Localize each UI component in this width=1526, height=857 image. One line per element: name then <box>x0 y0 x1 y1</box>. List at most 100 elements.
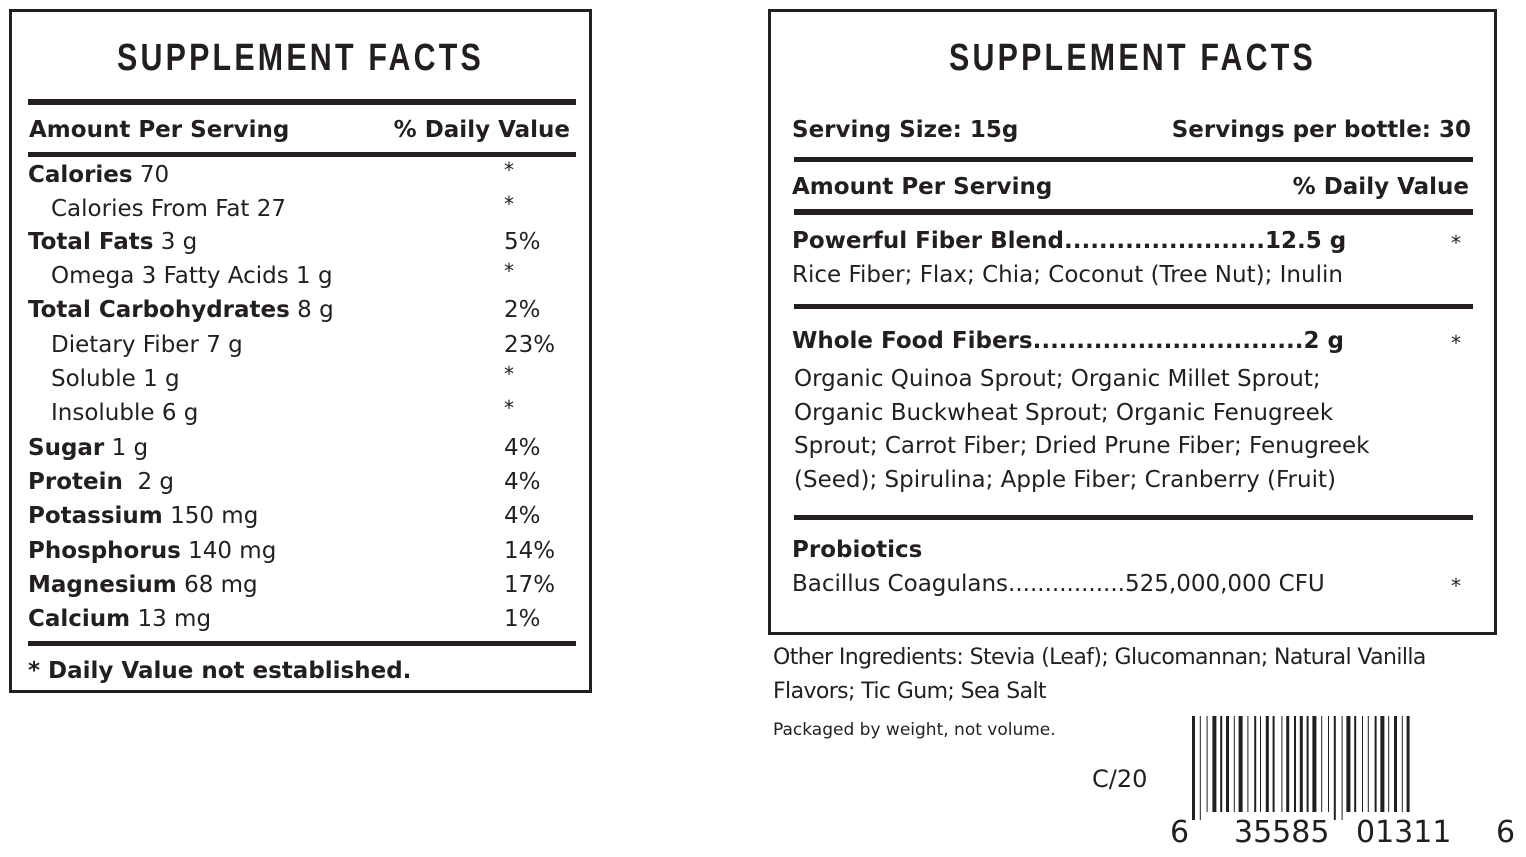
nutrient-daily-value: * <box>504 396 514 420</box>
probiotic-name: Bacillus Coagulans <box>792 571 1009 597</box>
thick-rule <box>794 304 1473 309</box>
barcode-bar <box>1294 716 1296 812</box>
nutrient-name: Calories <box>28 162 133 188</box>
serving-size: Serving Size: 15g <box>792 117 1019 143</box>
barcode-bar <box>1306 716 1309 812</box>
nutrient-row: Phosphorus 140 mg <box>28 540 276 563</box>
barcode-bar <box>1192 716 1195 820</box>
whole-food-line: Whole Food Fibers.......................… <box>792 330 1344 353</box>
nutrient-name: Soluble <box>51 366 136 392</box>
nutrient-row: Soluble 1 g <box>51 368 180 391</box>
barcode-bar <box>1362 716 1363 812</box>
barcode-bar <box>1260 716 1261 812</box>
barcode-bar <box>1299 716 1303 812</box>
probiotic-amount: 525,000,000 CFU <box>1125 571 1325 597</box>
footnote: * Daily Value not established. <box>28 658 412 684</box>
barcode-bar <box>1333 716 1336 820</box>
nutrient-daily-value: * <box>504 158 514 182</box>
nutrient-name: Magnesium <box>28 572 177 598</box>
fiber-blend-amount: 12.5 g <box>1264 228 1347 254</box>
fiber-blend-ingredients: Rice Fiber; Flax; Chia; Coconut (Tree Nu… <box>792 262 1343 288</box>
barcode-bar <box>1212 716 1217 812</box>
barcode-bar <box>1247 716 1249 812</box>
barcode-bar <box>1238 716 1243 812</box>
nutrient-row: Calcium 13 mg <box>28 608 211 631</box>
thick-rule <box>28 99 576 105</box>
barcode-bar <box>1374 716 1377 812</box>
nutrient-name: Sugar <box>28 435 105 461</box>
other-ingredients-line: Other Ingredients: Stevia (Leaf); Glucom… <box>773 645 1426 670</box>
nutrient-daily-value: 14% <box>504 538 556 564</box>
nutrient-name: Omega 3 Fatty Acids <box>51 263 289 289</box>
lot-code: C/20 <box>1092 765 1148 793</box>
nutrient-row: Total Carbohydrates 8 g <box>28 299 334 322</box>
barcode-bar <box>1367 716 1369 812</box>
nutrient-amount: 6 g <box>154 400 199 426</box>
barcode-digit-last: 6 <box>1496 815 1516 850</box>
fiber-blend-name: Powerful Fiber Blend <box>792 228 1064 254</box>
fiber-blend-dv: * <box>1451 231 1461 255</box>
header-daily-value: % Daily Value <box>1292 174 1469 200</box>
nutrient-daily-value: 4% <box>504 469 541 495</box>
thick-rule <box>28 152 576 157</box>
nutrient-name: Total Carbohydrates <box>28 297 290 323</box>
barcode-bar <box>1406 716 1410 812</box>
leader-dots: ............................... <box>1032 328 1304 354</box>
barcode-bar <box>1346 716 1351 812</box>
nutrient-row: Calories From Fat 27 <box>51 198 286 221</box>
nutrient-amount: 3 g <box>153 229 198 255</box>
barcode-digits-right: 01311 <box>1356 815 1452 850</box>
nutrient-amount: 150 mg <box>162 503 259 529</box>
nutrient-daily-value: 1% <box>504 606 541 632</box>
barcode-bar <box>1281 716 1283 812</box>
nutrient-amount: 8 g <box>289 297 334 323</box>
nutrient-daily-value: 17% <box>504 572 556 598</box>
nutrient-amount: 1 g <box>135 366 180 392</box>
nutrient-row: Magnesium 68 mg <box>28 574 258 597</box>
leader-dots: ....................... <box>1063 228 1265 254</box>
whole-food-ingredients-line: Organic Buckwheat Sprout; Organic Fenugr… <box>794 400 1334 426</box>
barcode-bar <box>1265 716 1269 812</box>
nutrient-name: Insoluble <box>51 400 155 426</box>
barcode-bar <box>1380 716 1385 812</box>
nutrient-daily-value: * <box>504 362 514 386</box>
nutrient-amount: 2 g <box>122 469 175 495</box>
nutrient-name: Phosphorus <box>28 538 181 564</box>
nutrient-name: Dietary Fiber <box>51 332 199 358</box>
probiotic-line: Bacillus Coagulans................525,00… <box>792 573 1325 596</box>
barcode-bar <box>1226 716 1229 812</box>
whole-food-ingredients-line: (Seed); Spirulina; Apple Fiber; Cranberr… <box>794 467 1336 493</box>
nutrient-amount: 7 g <box>198 332 243 358</box>
nutrient-name: Calcium <box>28 606 131 632</box>
barcode-bar <box>1341 716 1343 820</box>
thick-rule <box>794 515 1473 520</box>
barcode-digit-first: 6 <box>1170 815 1190 850</box>
nutrient-name: Total Fats <box>28 229 154 255</box>
nutrient-row: Total Fats 3 g <box>28 231 197 254</box>
leader-dots: ................ <box>1008 571 1125 597</box>
whole-food-dv: * <box>1451 331 1461 355</box>
header-amount-per-serving: Amount Per Serving <box>29 117 290 143</box>
supplement-facts-panel-left: SUPPLEMENT FACTS Amount Per Serving % Da… <box>9 9 592 693</box>
barcode-bar <box>1388 716 1390 812</box>
whole-food-amount: 2 g <box>1303 328 1344 354</box>
nutrient-amount: 1 g <box>288 263 333 289</box>
barcode-bar <box>1286 716 1290 812</box>
barcode-bar <box>1272 716 1275 812</box>
header-amount-per-serving: Amount Per Serving <box>792 174 1053 200</box>
barcode-bar <box>1328 716 1329 812</box>
thick-rule <box>28 641 576 646</box>
thick-rule <box>794 157 1473 162</box>
nutrient-daily-value: 2% <box>504 297 541 323</box>
nutrient-daily-value: * <box>504 259 514 283</box>
nutrient-row: Potassium 150 mg <box>28 505 258 528</box>
barcode <box>1192 716 1410 820</box>
servings-per-bottle: Servings per bottle: 30 <box>1171 117 1471 143</box>
whole-food-ingredients-line: Organic Quinoa Sprout; Organic Millet Sp… <box>794 366 1321 392</box>
barcode-bar <box>1401 716 1403 812</box>
nutrient-row: Calories 70 <box>28 164 169 187</box>
whole-food-name: Whole Food Fibers <box>792 328 1033 354</box>
barcode-bar <box>1233 716 1235 812</box>
header-daily-value: % Daily Value <box>393 117 570 143</box>
nutrient-row: Dietary Fiber 7 g <box>51 334 243 357</box>
